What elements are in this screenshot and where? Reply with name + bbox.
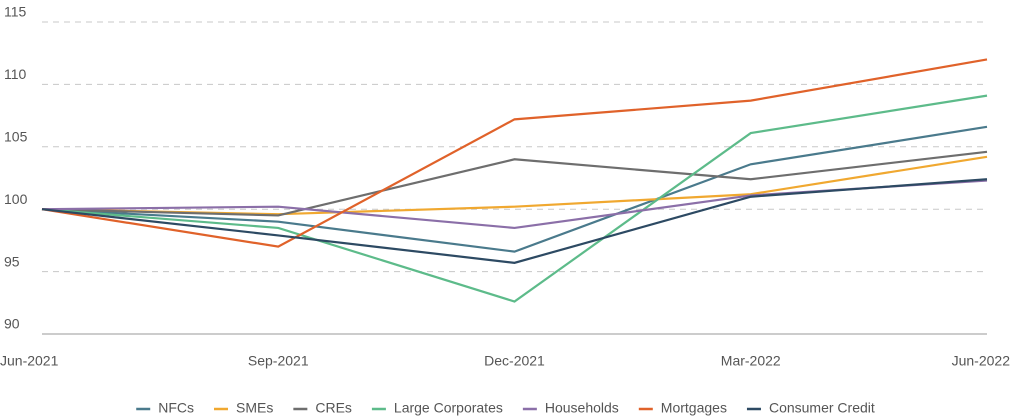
- legend-label: Mortgages: [661, 400, 727, 416]
- legend-label: CREs: [315, 400, 352, 416]
- y-tick-label: 90: [4, 316, 20, 332]
- legend-item: CREs: [293, 400, 352, 416]
- line-series: [41, 178, 988, 264]
- x-tick-label: Jun-2022: [952, 353, 1011, 369]
- line-series: [41, 125, 988, 253]
- y-tick-label: 110: [4, 66, 27, 82]
- x-tick-label: Dec-2021: [484, 353, 545, 369]
- y-tick-label: 115: [4, 4, 27, 20]
- legend-label: Large Corporates: [394, 400, 503, 416]
- line-series: [41, 150, 988, 217]
- legend-item: Large Corporates: [371, 400, 503, 416]
- legend-label: Households: [545, 400, 619, 416]
- legend-item: Consumer Credit: [746, 400, 875, 416]
- legend-label: Consumer Credit: [769, 400, 875, 416]
- y-tick-label: 105: [4, 129, 28, 145]
- legend-item: NFCs: [136, 400, 194, 416]
- legend-item: Households: [522, 400, 619, 416]
- legend-label: SMEs: [236, 400, 273, 416]
- y-tick-label: 95: [4, 253, 20, 269]
- legend-item: Mortgages: [638, 400, 727, 416]
- legend: NFCs SMEs CREs Large Corporates Households Mo…: [136, 400, 875, 416]
- x-tick-label: Sep-2021: [248, 353, 309, 369]
- line-series: [41, 155, 988, 216]
- legend-item: SMEs: [214, 400, 273, 416]
- y-tick-label: 100: [4, 191, 28, 207]
- x-tick-label: Mar-2022: [721, 353, 781, 369]
- line-series: [41, 94, 988, 303]
- legend-label: NFCs: [158, 400, 194, 416]
- x-tick-label: Jun-2021: [0, 353, 59, 369]
- line-series: [41, 58, 988, 248]
